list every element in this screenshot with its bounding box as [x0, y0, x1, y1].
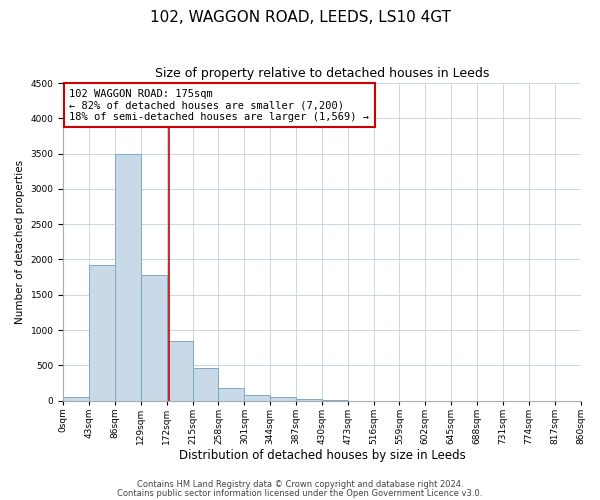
Title: Size of property relative to detached houses in Leeds: Size of property relative to detached ho…	[155, 68, 489, 80]
Bar	[193, 368, 218, 400]
Text: 102 WAGGON ROAD: 175sqm
← 82% of detached houses are smaller (7,200)
18% of semi: 102 WAGGON ROAD: 175sqm ← 82% of detache…	[69, 88, 369, 122]
X-axis label: Distribution of detached houses by size in Leeds: Distribution of detached houses by size …	[179, 450, 465, 462]
Text: Contains HM Land Registry data © Crown copyright and database right 2024.: Contains HM Land Registry data © Crown c…	[137, 480, 463, 489]
Y-axis label: Number of detached properties: Number of detached properties	[15, 160, 25, 324]
Bar	[141, 275, 167, 400]
Bar	[167, 340, 193, 400]
Bar	[89, 265, 115, 400]
Bar	[115, 154, 141, 400]
Text: Contains public sector information licensed under the Open Government Licence v3: Contains public sector information licen…	[118, 489, 482, 498]
Bar	[218, 388, 244, 400]
Bar	[296, 398, 322, 400]
Text: 102, WAGGON ROAD, LEEDS, LS10 4GT: 102, WAGGON ROAD, LEEDS, LS10 4GT	[149, 10, 451, 25]
Bar	[63, 398, 89, 400]
Bar	[270, 397, 296, 400]
Bar	[244, 394, 270, 400]
